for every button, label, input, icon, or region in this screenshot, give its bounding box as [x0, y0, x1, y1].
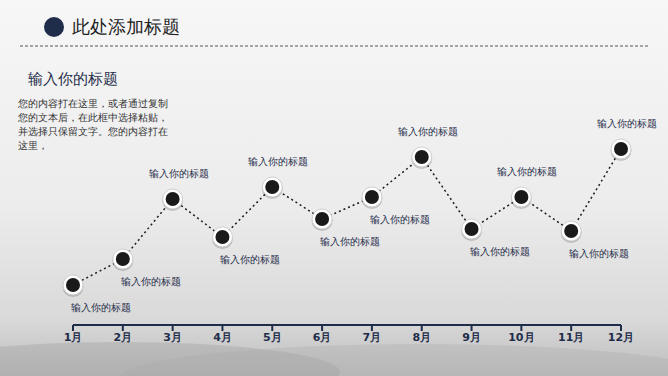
- svg-text:输入你的标题: 输入你的标题: [470, 246, 530, 257]
- html-text:并选择只保留文字。您的内容打在: 并选择只保留文字。您的内容打在: [18, 126, 168, 137]
- svg-text:8月: 8月: [412, 331, 431, 344]
- svg-text:输入你的标题: 输入你的标题: [569, 248, 629, 259]
- svg-text:输入你的标题: 输入你的标题: [248, 156, 308, 167]
- svg-text:10月: 10月: [508, 331, 534, 344]
- html-text:此处添加标题: 此处添加标题: [72, 16, 180, 37]
- svg-text:5月: 5月: [263, 331, 282, 344]
- svg-text:输入你的标题: 输入你的标题: [320, 236, 380, 247]
- html-text:您的内容打在这里，或者通过复制: 您的内容打在这里，或者通过复制: [18, 98, 168, 109]
- svg-text:输入你的标题: 输入你的标题: [149, 168, 209, 179]
- svg-text:输入你的标题: 输入你的标题: [121, 276, 181, 287]
- svg-text:1月: 1月: [64, 331, 83, 344]
- svg-text:输入你的标题: 输入你的标题: [497, 166, 557, 177]
- svg-text:12月: 12月: [608, 331, 634, 344]
- svg-text:输入你的标题: 输入你的标题: [398, 126, 458, 137]
- svg-text:3月: 3月: [163, 331, 182, 344]
- svg-text:6月: 6月: [313, 331, 332, 344]
- svg-text:4月: 4月: [213, 331, 232, 344]
- svg-text:11月: 11月: [558, 331, 584, 344]
- svg-text:输入你的标题: 输入你的标题: [220, 254, 280, 265]
- svg-text:输入你的标题: 输入你的标题: [597, 118, 657, 129]
- svg-text:2月: 2月: [113, 331, 132, 344]
- svg-text:输入你的标题: 输入你的标题: [71, 302, 131, 313]
- svg-text:9月: 9月: [462, 331, 481, 344]
- svg-text:7月: 7月: [363, 331, 382, 344]
- html-text:这里，: 这里，: [18, 140, 48, 151]
- html-text:输入你的标题: 输入你的标题: [28, 70, 118, 88]
- html-text:您的文本后，在此框中选择粘贴，: 您的文本后，在此框中选择粘贴，: [18, 112, 168, 123]
- svg-text:输入你的标题: 输入你的标题: [370, 214, 430, 225]
